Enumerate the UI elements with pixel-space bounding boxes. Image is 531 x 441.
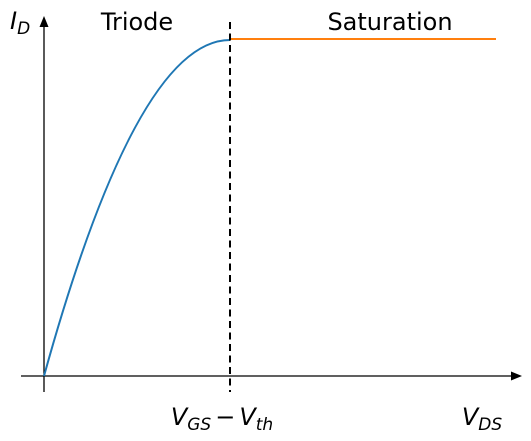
x-axis-label-main: V [462, 403, 480, 431]
y-axis-arrowhead [39, 16, 49, 27]
y-axis-label: ID [10, 7, 30, 39]
threshold-label-minus: − [215, 403, 235, 431]
threshold-label-v1-sub: GS [187, 415, 211, 435]
threshold-label: VGS − Vth [171, 403, 273, 435]
x-axis-label: VDS [462, 403, 503, 435]
y-axis-label-main: I [10, 7, 17, 35]
x-axis-label-sub: DS [478, 415, 502, 435]
threshold-label-v1: V [171, 403, 189, 431]
triode-region-label: Triode [100, 8, 173, 36]
y-axis-label-sub: D [17, 19, 30, 39]
threshold-label-v2-sub: th [256, 415, 273, 435]
triode-curve [43, 39, 231, 377]
threshold-label-v2: V [239, 403, 257, 431]
x-axis-arrowhead [511, 371, 522, 381]
saturation-region-label: Saturation [327, 8, 452, 36]
